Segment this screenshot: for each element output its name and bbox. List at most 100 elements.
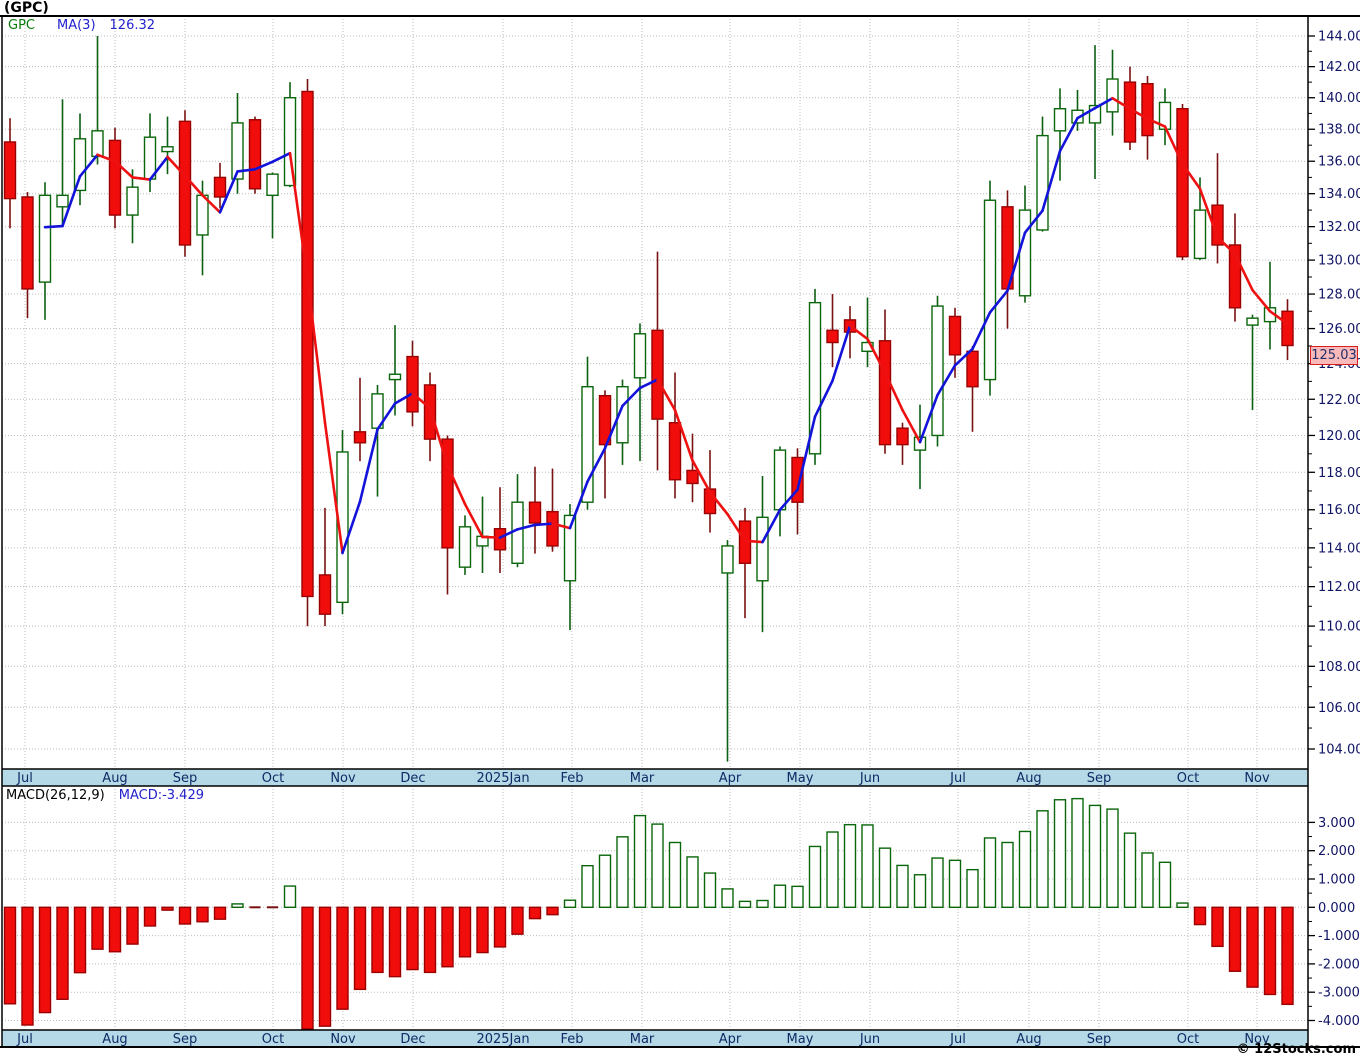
ma3-segment	[1251, 288, 1272, 313]
candle-up	[1053, 108, 1067, 132]
macd-bar-positive	[983, 837, 997, 909]
chart-title: (GPC)	[4, 0, 49, 16]
ma3-segment	[1233, 252, 1254, 292]
ma3-segment	[78, 153, 99, 178]
ma3-segment	[1111, 96, 1132, 111]
macd-bar-negative	[1246, 906, 1259, 988]
macd-bar-negative	[493, 906, 507, 948]
macd-bar-positive	[1018, 830, 1032, 908]
macd-axis-label: -3.000	[1318, 986, 1360, 1001]
ma3-segment	[288, 151, 309, 281]
month-label: Jun	[859, 1032, 880, 1047]
ma3-segment	[708, 490, 729, 516]
month-label: Jul	[949, 771, 966, 786]
macd-bar-flat	[267, 906, 278, 909]
macd-bar-positive	[563, 899, 577, 908]
candle-up	[983, 199, 997, 381]
candle-up	[633, 333, 647, 379]
candle-up	[581, 386, 594, 503]
macd-bar-positive	[1123, 832, 1137, 908]
ma3-segment	[1076, 106, 1097, 120]
price-axis-label: 112.00	[1318, 580, 1360, 595]
ma3-segment	[656, 378, 677, 412]
price-axis-label: 134.00	[1318, 187, 1360, 202]
price-axis-label: 104.00	[1318, 743, 1360, 758]
macd-bar-positive	[1053, 799, 1067, 909]
ma3-segment	[883, 371, 904, 412]
ma3-segment	[253, 160, 274, 171]
month-label: Sep	[1087, 1032, 1112, 1047]
ma3-segment	[918, 393, 939, 444]
month-label: Jul	[16, 1032, 33, 1047]
macd-bar-negative	[213, 906, 227, 920]
candle-up	[773, 449, 787, 511]
macd-bar-negative	[476, 906, 489, 954]
price-axis-label: 114.00	[1318, 541, 1360, 556]
macd-bar-positive	[633, 814, 647, 908]
candle-up	[283, 97, 297, 187]
candle-up	[196, 194, 209, 236]
month-strips: Jul Aug Sep Oct Nov Dec 2025Jan Feb Mar Apr May Jun…	[2, 769, 1308, 1047]
candle-down	[598, 394, 612, 446]
ma3-segment	[1006, 231, 1027, 292]
price-axis-label: 130.00	[1318, 254, 1360, 269]
candle-down	[3, 141, 17, 200]
month-label: Dec	[400, 1032, 425, 1047]
copyright: © 12Stocks.com	[1236, 1042, 1356, 1056]
ma3-segment	[866, 337, 887, 374]
month-label: Jun	[859, 771, 880, 786]
price-axis-label: 122.00	[1318, 393, 1360, 408]
ma3-segment	[726, 512, 747, 543]
candle-up	[563, 514, 577, 582]
macd-bar-positive	[1071, 797, 1084, 908]
month-label: Sep	[173, 771, 198, 786]
ma3-segment	[113, 159, 134, 179]
candle-down	[703, 488, 717, 515]
month-label: Aug	[1016, 1032, 1041, 1047]
macd-bar-positive	[1141, 852, 1154, 908]
price-month-strip	[2, 769, 1308, 786]
ma3-segment	[236, 168, 257, 173]
macd-bar-negative	[108, 906, 122, 953]
macd-bar-positive	[1106, 808, 1119, 908]
macd-month-strip	[2, 1030, 1308, 1047]
macd-axis-label: -4.000	[1318, 1014, 1360, 1029]
macd-bar-negative	[1281, 906, 1294, 1006]
macd-bar-negative	[353, 906, 367, 991]
candle-down	[651, 329, 664, 420]
macd-bar-positive	[966, 868, 979, 909]
ma3-segment	[638, 378, 659, 390]
macd-label: MACD(26,12,9)	[6, 788, 105, 803]
month-label: Apr	[719, 771, 742, 786]
candle-down	[318, 574, 332, 615]
candle-down	[546, 510, 559, 547]
month-label: Aug	[1016, 771, 1041, 786]
ma3-segment	[1041, 149, 1062, 212]
candle-down	[248, 119, 262, 190]
candle-down	[878, 340, 892, 446]
candle-up	[616, 386, 629, 444]
price-legend: GPC MA(3) 126.32	[8, 18, 155, 33]
macd-axis-label: 2.000	[1318, 844, 1355, 859]
ma3-segment	[586, 446, 607, 483]
month-label: Oct	[262, 1032, 284, 1047]
month-label: Sep	[1087, 771, 1112, 786]
month-label: Oct	[1177, 771, 1199, 786]
ma3-segment	[393, 391, 414, 405]
ma3-segment	[61, 175, 82, 228]
macd-bar-positive	[738, 900, 752, 908]
candle-down	[441, 438, 454, 549]
candle-up	[73, 138, 87, 192]
month-label: May	[787, 771, 814, 786]
candle-up	[721, 545, 734, 574]
ma3-segment	[1216, 235, 1237, 256]
ma3-segment	[1198, 187, 1219, 239]
month-label: Nov	[330, 771, 356, 786]
month-label: Jul	[16, 771, 33, 786]
candle-up	[91, 130, 104, 158]
ma3-segment	[953, 347, 974, 367]
macd-bar-negative	[161, 906, 174, 911]
macd-bar-negative	[1263, 906, 1277, 996]
macd-bar-negative	[1211, 906, 1224, 948]
